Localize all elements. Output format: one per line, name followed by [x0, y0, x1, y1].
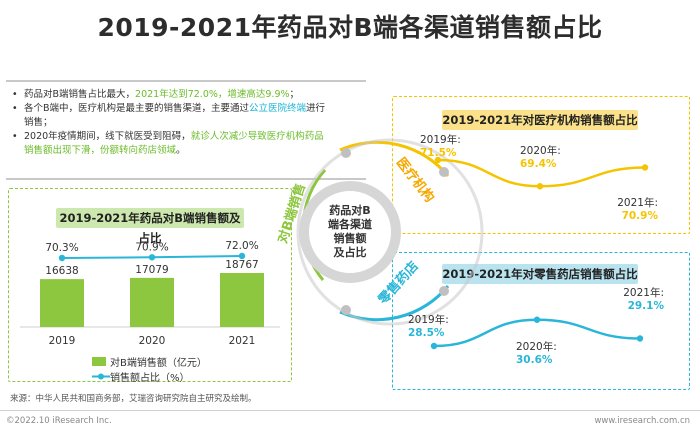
arc-top-right: [339, 140, 450, 177]
share-value-label: 29.1%: [628, 300, 665, 312]
bullet-icon: •: [12, 89, 18, 100]
bar-value-label: 17079: [135, 264, 168, 276]
center-label-line: 端各渠道: [328, 217, 372, 231]
left-chart-legend: 对B端销售额（亿元） 销售额占比（%）: [92, 354, 207, 384]
center-label-line: 药品对B: [329, 203, 370, 217]
copyright: ©2022.10 iResearch Inc.: [6, 416, 112, 426]
summary-fragment: 2020年疫情期间，线下就医受到阻碍，: [24, 131, 191, 142]
share-value-label: 71.5%: [420, 147, 457, 159]
legend-swatch-bar: [92, 357, 106, 366]
bar: [220, 273, 264, 327]
ring-node: [341, 305, 351, 315]
summary-fragment: ；: [289, 89, 300, 100]
share-value-label: 28.5%: [408, 327, 445, 339]
share-value-label: 69.4%: [520, 158, 557, 170]
share-value-label: 70.9%: [135, 241, 168, 253]
bullet-icon: •: [12, 131, 18, 142]
bar: [40, 279, 84, 327]
center-circle: [299, 181, 401, 283]
left-chart-title: 2019-2021年药品对B端销售额及占比: [56, 208, 244, 245]
summary-text: 2020年疫情期间，线下就医受到阻碍，就诊人次减少导致医疗机构药品销售额出现下滑…: [24, 130, 332, 158]
legend-item-bar: 对B端销售额（亿元）: [92, 354, 207, 369]
x-tick-label: 2021: [229, 335, 256, 347]
medical-chart-title: 2019-2021年对医疗机构销售额占比: [442, 110, 638, 130]
share-point: [58, 254, 66, 262]
bullet-icon: •: [12, 103, 18, 114]
center-label-line: 及占比: [334, 245, 367, 259]
year-label: 2021年:: [617, 196, 658, 209]
year-label: 2020年:: [520, 144, 561, 157]
summary-fragment: 药品对B端销售占比最大，: [24, 89, 136, 100]
summary-fragment: 进行销售；: [24, 103, 326, 128]
footer-divider: [0, 410, 700, 411]
medical-chart: 2019年:71.5% 2020年:69.4% 2021年:70.9%: [420, 133, 658, 222]
bar-value-label: 18767: [225, 259, 258, 271]
summary-item: • 各个B端中，医疗机构是最主要的销售渠道，主要通过公立医院终端进行销售；: [12, 102, 332, 130]
bottom-divider: [6, 178, 366, 180]
year-label: 2019年:: [408, 313, 449, 326]
legend-label-bar: 对B端销售额（亿元）: [110, 358, 207, 369]
x-tick-label: 2020: [139, 335, 166, 347]
legend-label-line: 销售额占比（%）: [110, 373, 190, 384]
page-title: 2019-2021年药品对B端各渠道销售额占比: [97, 13, 603, 42]
summary-fragment: 。: [176, 145, 186, 156]
bar: [130, 277, 174, 327]
x-tick-label: 2019: [49, 335, 76, 347]
share-value-label: 30.6%: [516, 354, 553, 366]
summary-fragment: 公立医院终端: [249, 103, 307, 114]
share-value-label: 70.3%: [45, 242, 78, 254]
left-chart-frame: [8, 188, 292, 382]
trend-point: [636, 335, 644, 342]
year-label: 2021年:: [623, 286, 664, 299]
share-value-label: 72.0%: [225, 240, 258, 252]
legend-swatch-line: [92, 373, 110, 380]
pharmacy-chart: 2019年:28.5% 2020年:30.6% 2021年:29.1%: [408, 286, 664, 366]
summary-item: • 药品对B端销售占比最大，2021年达到72.0%，增速高达9.9%；: [12, 88, 332, 102]
summary-fragment: 就诊人次减少导致医疗机构药品销售额出现下滑，份额转向药店领域: [24, 131, 324, 156]
pharmacy-chart-frame: [392, 252, 690, 390]
left-chart: 16638 2019 17079 2020 18767 2021 70.3% 70.9% 72.…: [20, 240, 280, 347]
ring-node: [341, 148, 351, 158]
share-point: [238, 252, 246, 260]
medical-chart-frame: [392, 96, 690, 234]
summary-item: • 2020年疫情期间，线下就医受到阻碍，就诊人次减少导致医疗机构药品销售额出现下…: [12, 130, 332, 158]
summary-text: 药品对B端销售占比最大，2021年达到72.0%，增速高达9.9%；: [24, 88, 299, 102]
bar-value-label: 16638: [45, 265, 78, 277]
summary-fragment: 各个B端中，医疗机构是最主要的销售渠道，主要通过: [24, 103, 250, 114]
arc-label-medical: 医疗机构: [393, 155, 438, 206]
legend-item-line: 销售额占比（%）: [92, 369, 207, 384]
summary-fragment: 2021年达到72.0%，增速高达9.9%: [135, 89, 290, 100]
trend-point: [641, 164, 649, 171]
share-point: [148, 254, 156, 261]
trend-point: [533, 316, 541, 323]
share-value-label: 70.9%: [622, 210, 659, 222]
top-divider: [6, 80, 366, 82]
website: www.iresearch.com.cn: [594, 416, 690, 426]
year-label: 2020年:: [516, 340, 557, 353]
outer-ring: [296, 138, 484, 326]
summary-text: 各个B端中，医疗机构是最主要的销售渠道，主要通过公立医院终端进行销售；: [24, 102, 332, 130]
pharmacy-chart-title: 2019-2021年对零售药店销售额占比: [442, 264, 638, 284]
summary-list: • 药品对B端销售占比最大，2021年达到72.0%，增速高达9.9%； • 各个B端…: [12, 88, 332, 158]
ring-node: [439, 167, 449, 177]
ring-node: [439, 286, 449, 296]
source-note: 来源：中华人民共和国商务部，艾瑞咨询研究院自主研究及绘制。: [10, 394, 257, 404]
trend-point: [430, 342, 438, 350]
trend-point: [536, 183, 544, 190]
center-label-line: 销售额: [334, 231, 367, 245]
year-label: 2019年:: [420, 133, 461, 146]
trend-point: [434, 156, 442, 164]
